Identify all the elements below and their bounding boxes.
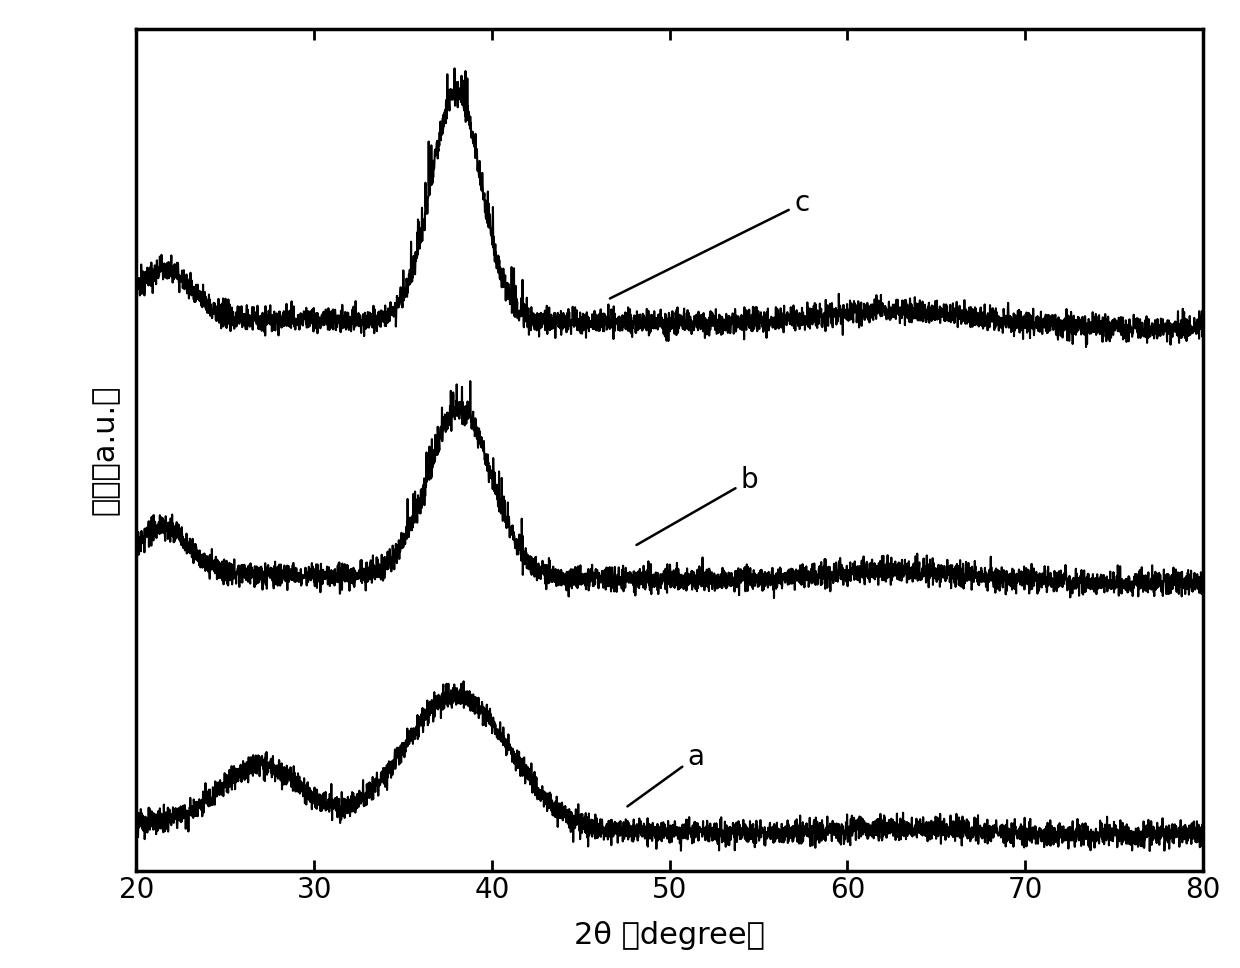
Text: b: b: [636, 467, 759, 545]
Y-axis label: 强度（a.u.）: 强度（a.u.）: [91, 385, 120, 515]
Text: c: c: [610, 190, 810, 298]
Text: a: a: [627, 742, 704, 806]
X-axis label: 2θ （degree）: 2θ （degree）: [574, 921, 765, 950]
